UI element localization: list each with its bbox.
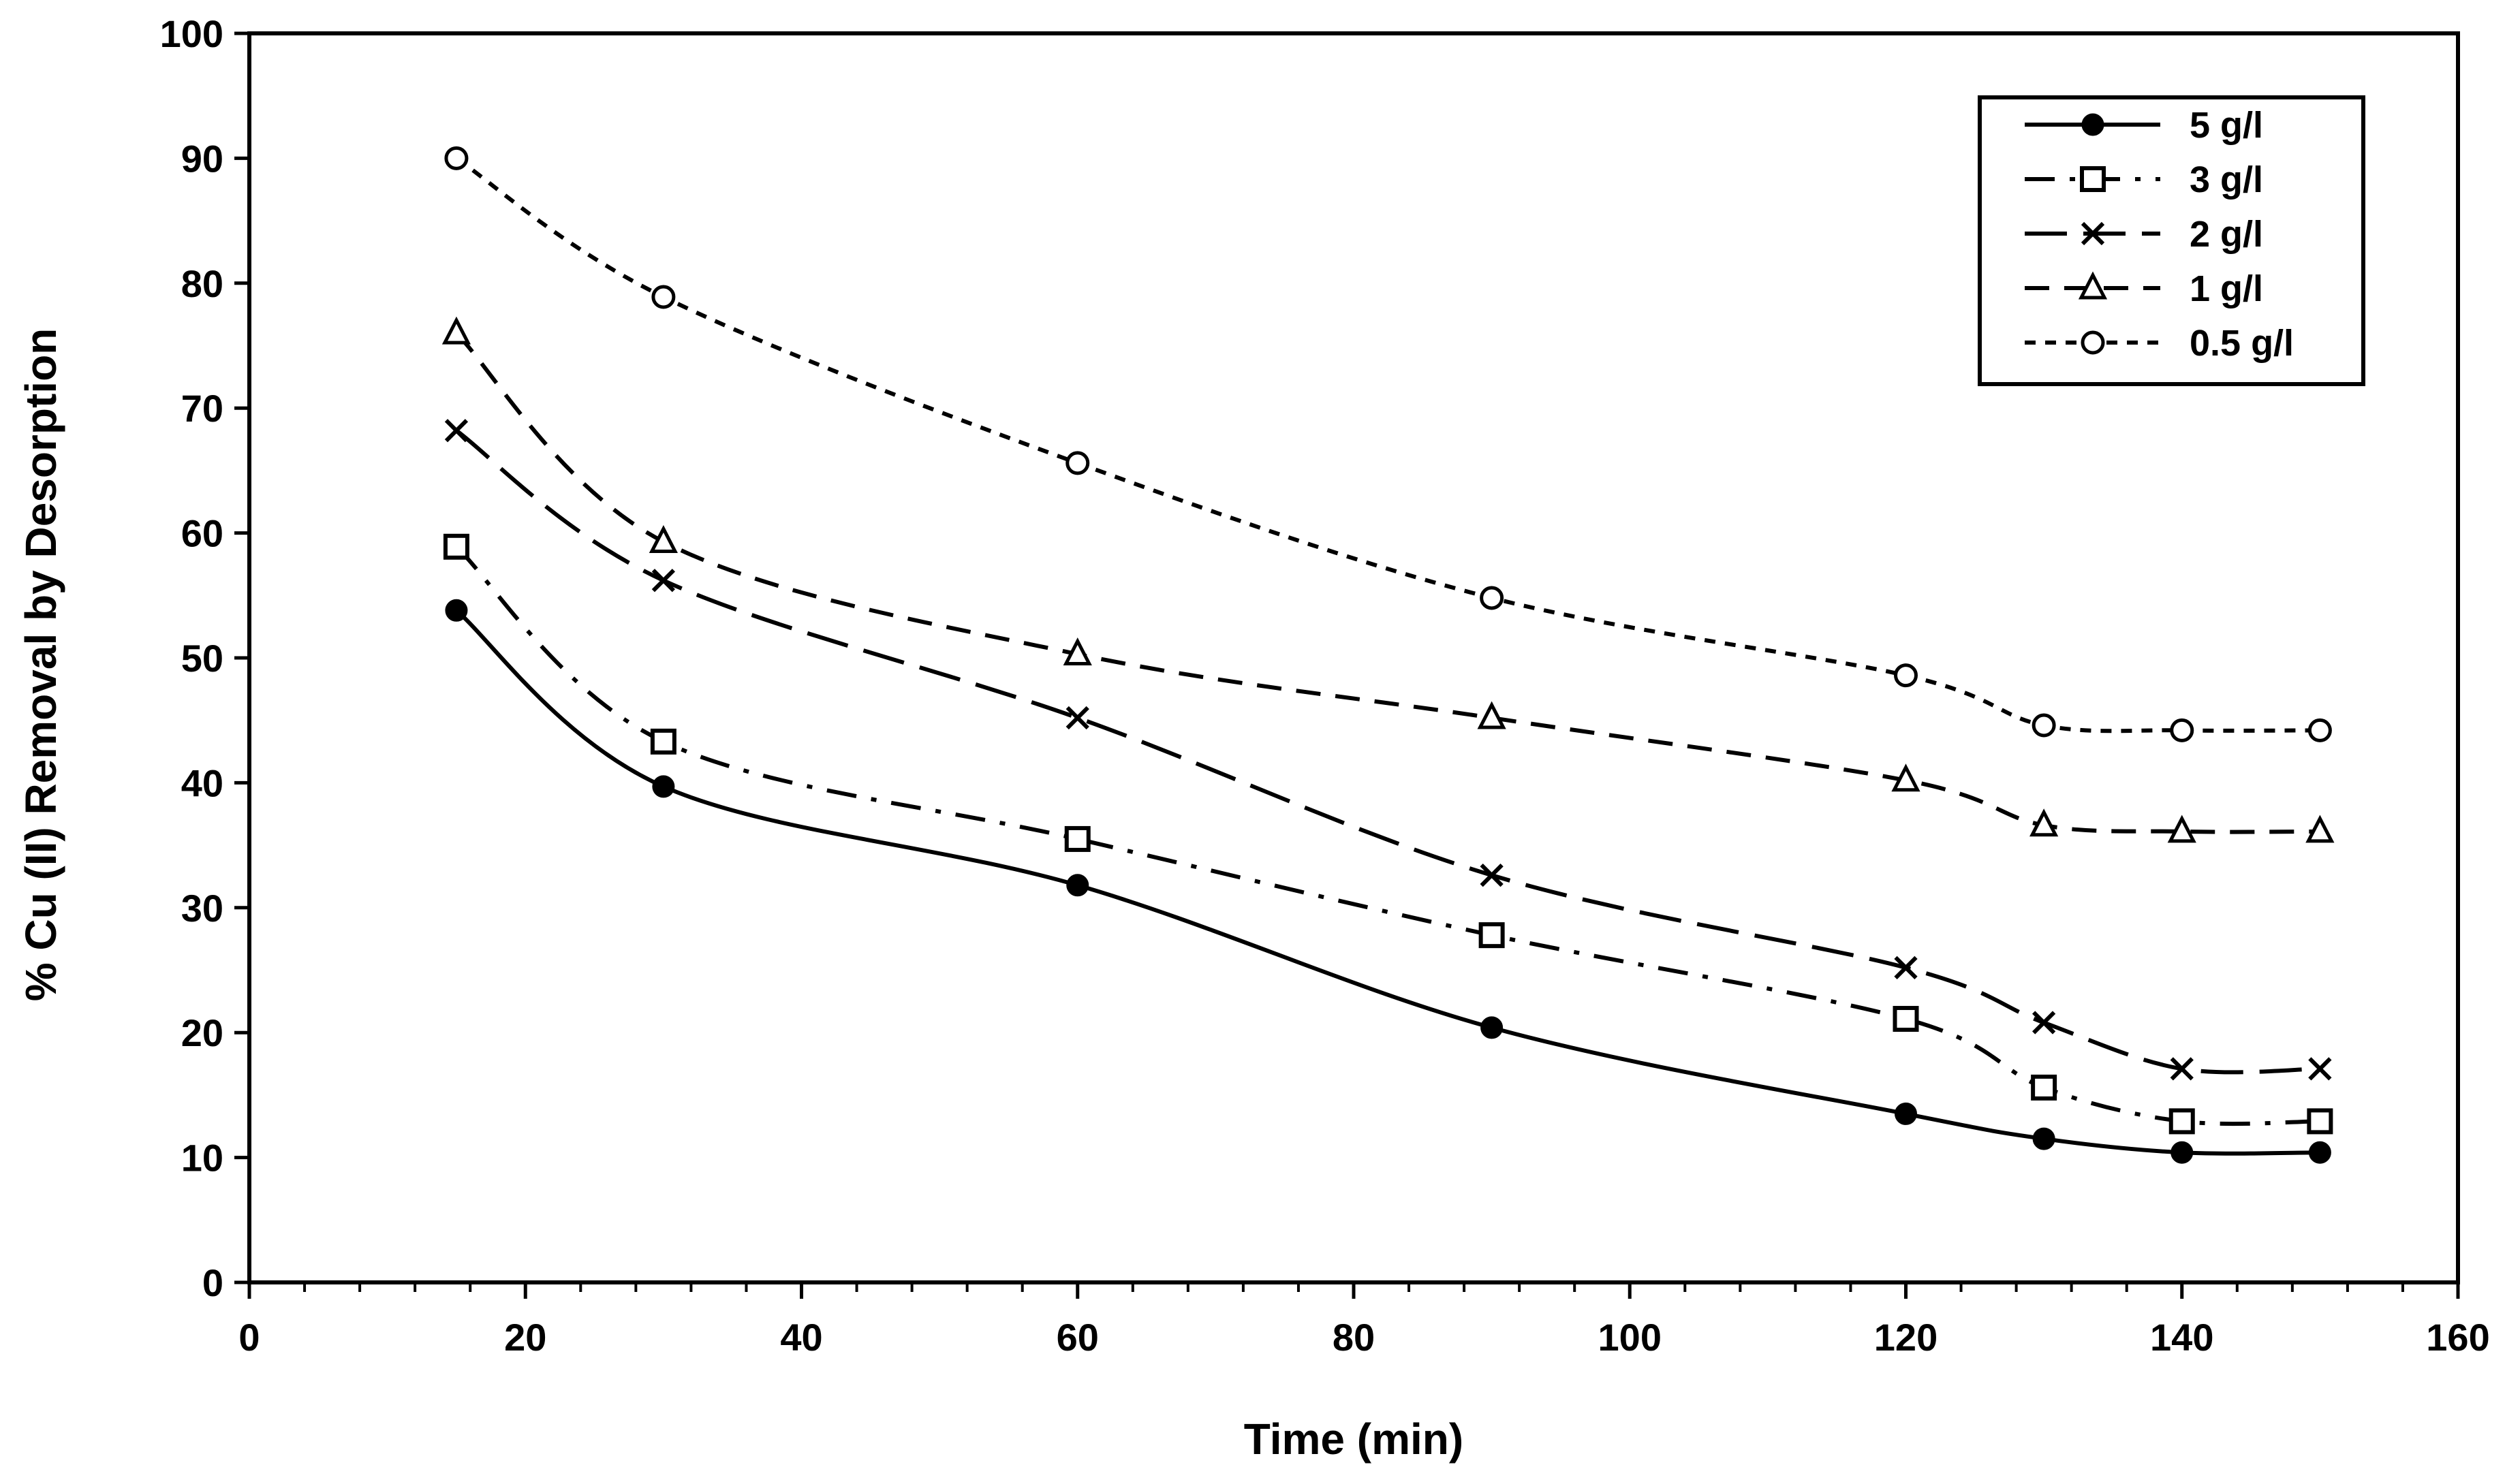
marker-stroke <box>2308 1057 2332 1081</box>
series-0-point-5 <box>2032 1127 2055 1150</box>
x-axis-title: Time (min) <box>1244 1415 1463 1464</box>
series-1-point-0 <box>443 533 469 560</box>
legend-box <box>1978 95 2365 386</box>
series-3-point-6 <box>2167 815 2196 843</box>
x-tick-label-2: 40 <box>780 1316 822 1359</box>
y-tick-label-10: 100 <box>160 12 223 55</box>
y-tick-label-7: 70 <box>181 387 223 430</box>
y-tick-label-8: 80 <box>181 262 223 305</box>
y-tick-label-1: 10 <box>181 1137 223 1180</box>
series-0-point-3 <box>1480 1016 1504 1039</box>
series-3-point-7 <box>2305 815 2335 843</box>
series-2-point-6 <box>2170 1057 2194 1081</box>
legend: 5 g/l 3 g/l 2 g/l 1 g/l 0.5 g/l <box>1978 95 2365 386</box>
series-3-point-0 <box>441 316 471 345</box>
legend-entry-3: 1 g/l <box>2025 268 2263 309</box>
legend-label-1: 3 g/l <box>2190 159 2263 200</box>
y-tick-label-4: 40 <box>181 761 223 804</box>
axis-ticks: 0 10 20 30 40 50 60 70 80 90 100 0 20 40 60 80 100 120 140… <box>160 12 2490 1359</box>
series-1-point-4 <box>1893 1006 1919 1032</box>
series-0-point-6 <box>2171 1141 2194 1164</box>
marker-stroke <box>1480 863 1504 887</box>
series-3-point-3 <box>1477 701 1506 729</box>
x-tick-label-5: 100 <box>1598 1316 1662 1359</box>
series-2-point-0 <box>444 419 469 443</box>
marker-stroke <box>2032 1011 2056 1035</box>
legend-label-3: 1 g/l <box>2190 268 2263 309</box>
series-0-point-4 <box>1895 1102 1917 1125</box>
legend-entry-0: 5 g/l <box>2025 105 2263 146</box>
marker-stroke <box>1894 956 1918 979</box>
series-2 <box>444 419 2332 1081</box>
x-tick-label-6: 120 <box>1874 1316 1938 1359</box>
legend-marker-2 <box>2081 221 2105 246</box>
y-tick-label-9: 90 <box>181 137 223 180</box>
legend-label-4: 0.5 g/l <box>2190 323 2294 364</box>
legend-marker-1 <box>2080 166 2106 192</box>
y-tick-label-2: 20 <box>181 1011 223 1054</box>
series-2-point-3 <box>1480 863 1504 887</box>
series-4-point-4 <box>1894 663 1918 688</box>
series-1-point-7 <box>2307 1108 2333 1135</box>
marker-stroke <box>2081 221 2105 246</box>
marker-stroke <box>2170 1057 2194 1081</box>
series-0 <box>445 599 2331 1164</box>
series-3-point-1 <box>649 524 678 553</box>
y-tick-label-0: 0 <box>202 1261 223 1304</box>
y-tick-label-5: 50 <box>181 637 223 680</box>
series-1-point-2 <box>1064 825 1091 852</box>
x-tick-label-1: 20 <box>504 1316 546 1359</box>
series-2-point-4 <box>1894 956 1918 979</box>
legend-marker-0 <box>2081 113 2104 136</box>
legend-entry-1: 3 g/l <box>2025 159 2263 200</box>
x-tick-label-7: 140 <box>2150 1316 2213 1359</box>
series-4-point-5 <box>2032 713 2056 738</box>
series-1-point-5 <box>2031 1074 2057 1101</box>
series-4-point-2 <box>1065 451 1090 475</box>
series-4-point-7 <box>2307 718 2332 742</box>
legend-label-2: 2 g/l <box>2190 214 2263 255</box>
series-1-point-3 <box>1478 922 1505 949</box>
series-0-point-1 <box>652 775 675 798</box>
series-3-point-2 <box>1063 637 1092 665</box>
marker-stroke <box>651 569 675 593</box>
series-0-point-2 <box>1066 874 1089 897</box>
x-tick-label-8: 160 <box>2426 1316 2489 1359</box>
series-4-point-6 <box>2170 718 2194 742</box>
series-0-point-7 <box>2308 1141 2331 1164</box>
legend-entry-4: 0.5 g/l <box>2025 323 2294 364</box>
series-2-point-7 <box>2308 1057 2332 1081</box>
series-1 <box>443 533 2333 1135</box>
series-4 <box>444 146 2332 742</box>
series-1-point-6 <box>2168 1108 2195 1135</box>
y-axis-title: % Cu (II) Removal by Desorption <box>16 328 65 1002</box>
legend-marker-4 <box>2081 330 2105 355</box>
series-3-point-5 <box>2029 808 2059 837</box>
series-4-point-0 <box>444 146 469 170</box>
marker-stroke <box>1065 706 1089 730</box>
series-3 <box>441 316 2335 843</box>
marker-stroke <box>444 419 469 443</box>
series-2-point-1 <box>651 569 675 593</box>
series-0-point-0 <box>445 599 468 622</box>
x-tick-label-4: 80 <box>1333 1316 1375 1359</box>
series-3-point-4 <box>1891 763 1920 792</box>
series-4-point-1 <box>651 285 676 309</box>
legend-label-0: 5 g/l <box>2190 105 2263 146</box>
x-tick-label-0: 0 <box>238 1316 260 1359</box>
legend-marker-3 <box>2078 271 2108 300</box>
y-tick-label-6: 60 <box>181 512 223 555</box>
series-2-point-2 <box>1065 706 1089 730</box>
series-4-point-3 <box>1480 586 1504 610</box>
x-tick-label-3: 60 <box>1057 1316 1099 1359</box>
legend-entry-2: 2 g/l <box>2025 214 2263 255</box>
y-tick-label-3: 30 <box>181 887 223 930</box>
series-lines <box>441 146 2335 1164</box>
series-2-point-5 <box>2032 1011 2056 1035</box>
series-1-point-1 <box>650 728 676 755</box>
